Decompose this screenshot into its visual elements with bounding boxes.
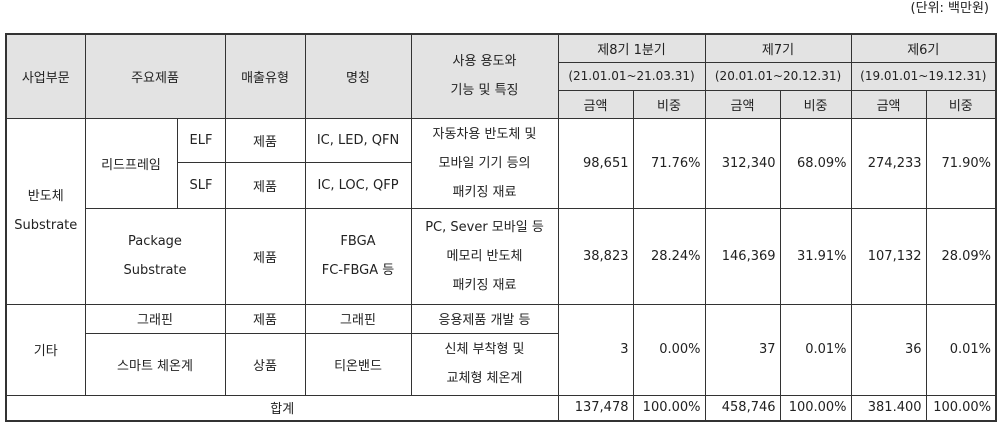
total-value: 137,478 (557, 394, 634, 422)
type-elf: 제품 (224, 117, 306, 163)
total-value: 458,746 (704, 394, 781, 422)
name-thermometer: 티온밴드 (304, 332, 412, 396)
value-cell: 0.01% (925, 303, 997, 396)
division-line1: 반도체 (27, 189, 64, 204)
product-leadframe: 리드프레임 (84, 117, 178, 209)
type-package: 제품 (224, 207, 306, 305)
usage-line: 자동차용 반도체 및 (432, 126, 537, 142)
value-cell: 71.90% (925, 117, 997, 209)
value-cell: 38,823 (557, 207, 634, 305)
type-graphene: 제품 (224, 303, 306, 334)
total-value: 100.00% (779, 394, 852, 422)
name-package: FBGA FC-FBGA 등 (304, 207, 412, 305)
value-cell: 28.09% (925, 207, 997, 305)
sub-elf: ELF (176, 117, 226, 163)
name-line1: FBGA (340, 234, 376, 249)
header-amount: 금액 (704, 89, 781, 119)
product-thermometer: 스마트 체온계 (84, 332, 226, 396)
usage-line: 교체형 체온계 (446, 371, 523, 386)
usage-package: PC, Sever 모바일 등 메모리 반도체 패키징 재료 (410, 207, 559, 305)
header-usage-line2: 기능 및 특징 (450, 83, 519, 99)
sales-table: 사업부문 주요제품 매출유형 명칭 사용 용도와 기능 및 특징 제8기 1분기… (5, 33, 997, 422)
table-row: 반도체 Substrate 리드프레임 ELF 제품 IC, LED, QFN … (5, 117, 997, 305)
total-value: 381.400 (850, 394, 927, 422)
name-line2: FC-FBGA 등 (321, 263, 395, 278)
value-cell: 37 (704, 303, 781, 396)
header-ratio: 비중 (632, 89, 706, 119)
header-period-1-range: (21.01.01~21.03.31) (557, 61, 706, 91)
name-slf: IC, LOC, QFP (304, 161, 412, 209)
usage-graphene: 응용제품 개발 등 (410, 303, 559, 334)
value-cell: 312,340 (704, 117, 781, 209)
header-period-1: 제8기 1분기 (557, 33, 706, 63)
header-amount: 금액 (850, 89, 927, 119)
usage-thermometer: 신체 부착형 및 교체형 체온계 (410, 332, 559, 396)
product-line1: Package (128, 234, 182, 249)
header-amount: 금액 (557, 89, 634, 119)
usage-line: 패키징 재료 (452, 184, 517, 200)
header-period-2: 제7기 (704, 33, 852, 63)
total-label: 합계 (5, 394, 559, 422)
name-elf: IC, LED, QFN (304, 117, 412, 163)
header-period-2-range: (20.01.01~20.12.31) (704, 61, 852, 91)
header-period-3: 제6기 (850, 33, 997, 63)
usage-leadframe: 자동차용 반도체 및 모바일 기기 등의 패키징 재료 (410, 117, 559, 209)
usage-line: 모바일 기기 등의 (438, 155, 531, 171)
header-product: 주요제품 (84, 33, 226, 119)
value-cell: 36 (850, 303, 927, 396)
header-usage-line1: 사용 용도와 (452, 54, 517, 70)
table-row: 스마트 체온계 상품 티온밴드 신체 부착형 및 교체형 체온계 (6, 332, 996, 396)
table-row: 기타 그래핀 제품 그래핀 응용제품 개발 등 3 0.00% 37 0.01%… (5, 303, 997, 396)
table-row: Package Substrate 제품 FBGA FC-FBGA 등 PC, … (6, 207, 997, 305)
total-row: 합계 137,478 100.00% 458,746 100.00% 381.4… (5, 394, 997, 422)
product-package-substrate: Package Substrate (84, 207, 226, 305)
value-cell: 0.01% (779, 303, 852, 396)
value-cell: 98,651 (557, 117, 634, 209)
division-semiconductor: 반도체 Substrate (5, 117, 86, 305)
usage-line: 메모리 반도체 (446, 248, 523, 264)
value-cell: 71.76% (632, 117, 706, 209)
product-graphene: 그래핀 (84, 303, 226, 334)
product-line2: Substrate (123, 263, 187, 278)
header-usage: 사용 용도와 기능 및 특징 (410, 33, 559, 119)
header-row-1: 사업부문 주요제품 매출유형 명칭 사용 용도와 기능 및 특징 제8기 1분기… (5, 33, 997, 119)
header-period-3-range: (19.01.01~19.12.31) (850, 61, 997, 91)
type-thermometer: 상품 (224, 332, 306, 396)
value-cell: 146,369 (704, 207, 781, 305)
total-value: 100.00% (925, 394, 997, 422)
value-cell: 0.00% (632, 303, 706, 396)
header-row-2: (21.01.01~21.03.31) (20.01.01~20.12.31) … (6, 61, 997, 91)
sub-slf: SLF (176, 161, 226, 209)
value-cell: 274,233 (850, 117, 927, 209)
value-cell: 107,132 (850, 207, 927, 305)
usage-line: PC, Sever 모바일 등 (425, 219, 544, 235)
usage-line: 신체 부착형 및 (444, 342, 525, 357)
unit-label: (단위: 백만원) (910, 1, 989, 16)
value-cell: 28.24% (632, 207, 706, 305)
header-row-3: 금액 비중 금액 비중 금액 비중 (6, 89, 997, 119)
header-ratio: 비중 (779, 89, 852, 119)
division-other: 기타 (5, 303, 86, 396)
division-line2: Substrate (14, 218, 78, 233)
header-sales-type: 매출유형 (224, 33, 306, 119)
total-value: 100.00% (632, 394, 706, 422)
header-division: 사업부문 (5, 33, 86, 119)
value-cell: 3 (557, 303, 634, 396)
table-row: SLF 제품 IC, LOC, QFP (6, 161, 996, 209)
header-ratio: 비중 (925, 89, 997, 119)
name-graphene: 그래핀 (304, 303, 412, 334)
value-cell: 31.91% (779, 207, 852, 305)
header-name: 명칭 (304, 33, 412, 119)
usage-line: 패키징 재료 (452, 277, 517, 293)
value-cell: 68.09% (779, 117, 852, 209)
type-slf: 제품 (224, 161, 306, 209)
